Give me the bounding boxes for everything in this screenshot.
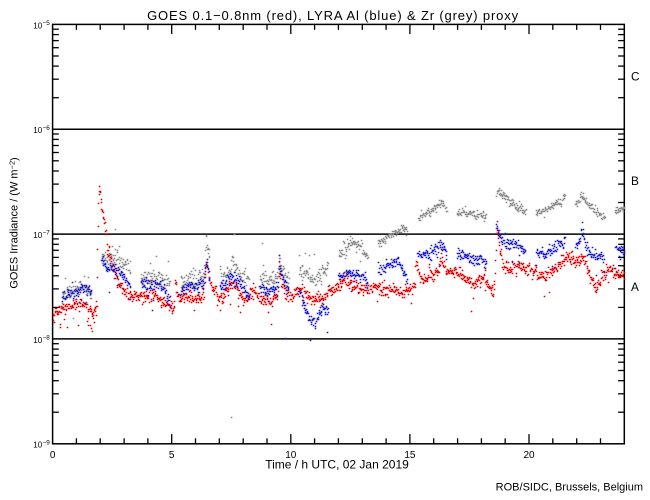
svg-text:10: 10 <box>285 450 297 461</box>
svg-text:10: 10 <box>33 126 42 135</box>
svg-text:B: B <box>631 174 639 188</box>
svg-text:20: 20 <box>523 450 535 461</box>
svg-text:−6: −6 <box>43 125 51 132</box>
svg-text:GOES 0.1−0.8nm (red), LYRA Al: GOES 0.1−0.8nm (red), LYRA Al (blue) & Z… <box>147 8 519 23</box>
svg-text:10: 10 <box>33 21 42 30</box>
svg-text:−5: −5 <box>43 20 51 27</box>
svg-text:A: A <box>631 280 639 294</box>
svg-text:10: 10 <box>33 441 42 450</box>
svg-text:−9: −9 <box>43 439 51 446</box>
svg-text:5: 5 <box>169 450 175 461</box>
svg-text:10: 10 <box>33 336 42 345</box>
svg-text:15: 15 <box>404 450 416 461</box>
svg-text:C: C <box>631 70 640 84</box>
svg-text:10: 10 <box>33 231 42 240</box>
svg-text:0: 0 <box>50 450 56 461</box>
svg-text:−7: −7 <box>43 230 51 237</box>
svg-text:GOES Irradiance / (W m−2): GOES Irradiance / (W m−2) <box>8 157 21 288</box>
svg-text:−8: −8 <box>43 335 51 342</box>
svg-text:Time / h UTC, 02 Jan 2019: Time / h UTC, 02 Jan 2019 <box>265 458 409 472</box>
svg-text:ROB/SIDC, Brussels, Belgium: ROB/SIDC, Brussels, Belgium <box>496 482 643 494</box>
